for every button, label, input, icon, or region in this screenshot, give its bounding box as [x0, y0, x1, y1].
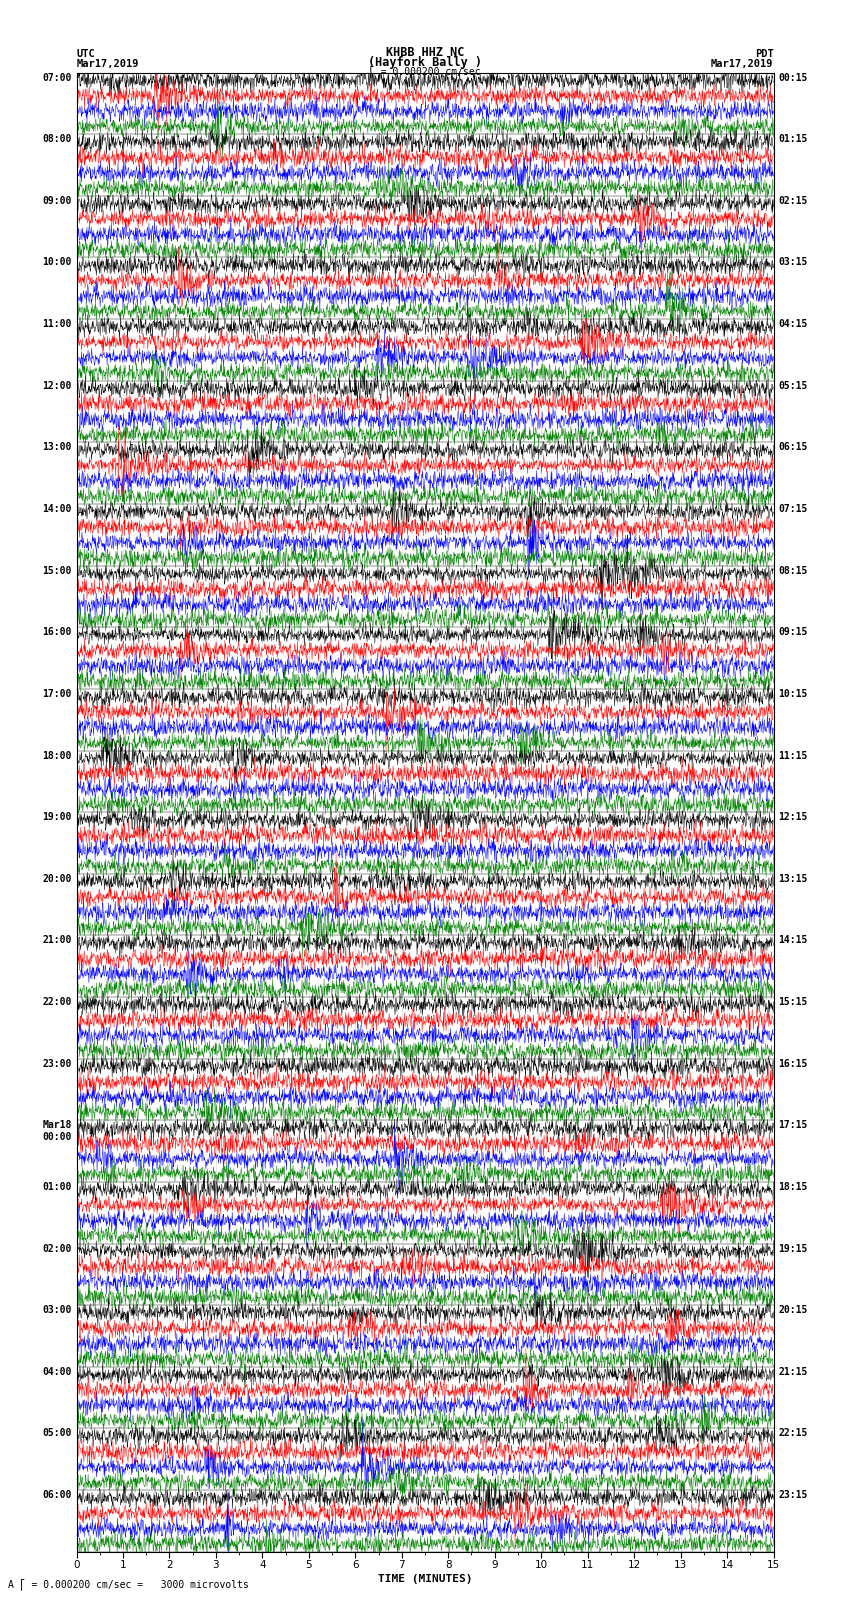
Text: UTC: UTC — [76, 48, 95, 58]
Text: A ⎡ = 0.000200 cm/sec =   3000 microvolts: A ⎡ = 0.000200 cm/sec = 3000 microvolts — [8, 1579, 249, 1590]
Text: Mar17,2019: Mar17,2019 — [76, 58, 139, 69]
Text: Mar17,2019: Mar17,2019 — [711, 58, 774, 69]
Text: PDT: PDT — [755, 48, 774, 58]
Text: KHBB HHZ NC: KHBB HHZ NC — [386, 45, 464, 58]
Text: (Hayfork Bally ): (Hayfork Bally ) — [368, 55, 482, 69]
Text: ⎡ = 0.000200 cm/sec: ⎡ = 0.000200 cm/sec — [369, 66, 481, 77]
X-axis label: TIME (MINUTES): TIME (MINUTES) — [377, 1574, 473, 1584]
